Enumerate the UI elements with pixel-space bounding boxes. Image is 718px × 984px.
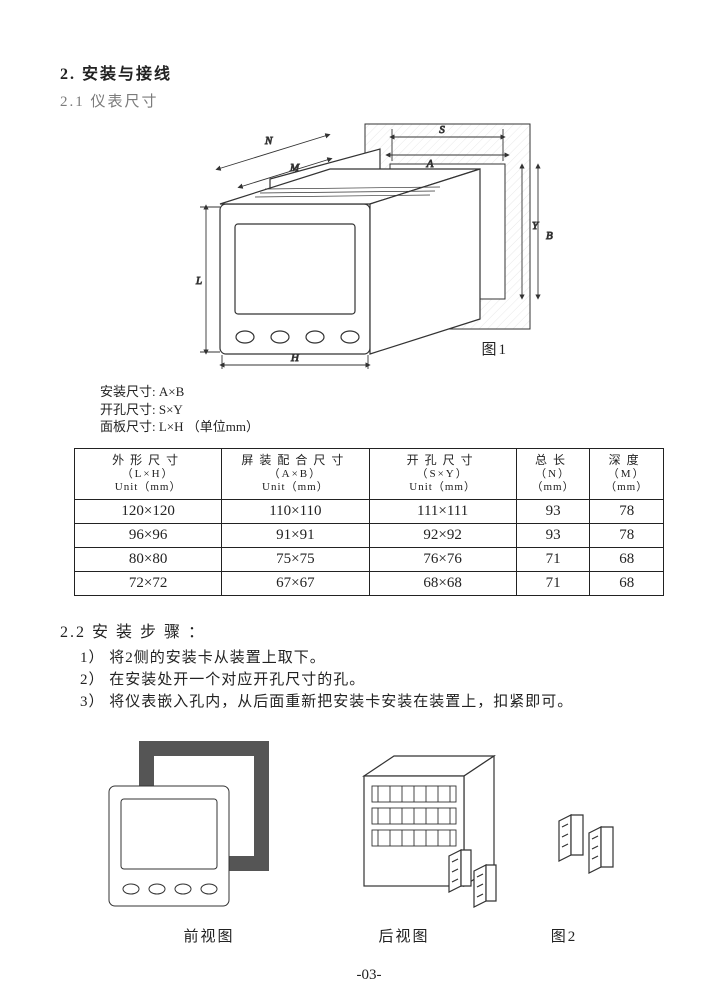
table-row: 96×9691×9192×929378 [75, 524, 664, 548]
figure-1-svg: S A Y B N M L H [130, 109, 560, 369]
note-unit: （单位mm） [187, 419, 259, 434]
fig2-front-label: 前视图 [114, 925, 304, 946]
th-lxh: 外形尺寸 （L×H） Unit（mm） [75, 448, 222, 500]
dimension-notes: 安装尺寸: A×B 开孔尺寸: S×Y 面板尺寸: L×H （单位mm） [100, 383, 678, 436]
fig2-rear-label: 后视图 [304, 925, 504, 946]
section-heading: 2. 安装与接线 [60, 60, 678, 84]
sub1-num: 2.1 [60, 94, 85, 110]
figure-2-labels: 前视图 后视图 图2 [60, 925, 678, 946]
note-install-dim: 安装尺寸: A×B [100, 383, 678, 401]
sub2-num: 2.2 [60, 624, 86, 641]
table-row: 72×7267×6768×687168 [75, 572, 664, 596]
dim-Y: Y [532, 220, 540, 232]
section-title: 安装与接线 [82, 66, 172, 83]
dim-N: N [264, 135, 273, 147]
figure-2: 前视图 后视图 图2 [60, 731, 678, 961]
step-2: 2） 在安装处开一个对应开孔尺寸的孔。 [80, 670, 678, 692]
th-n: 总长 （N） （mm） [516, 448, 590, 500]
step-3: 3） 将仪表嵌入孔内，从后面重新把安装卡安装在装置上，扣紧即可。 [80, 692, 678, 714]
install-steps: 1） 将2侧的安装卡从装置上取下。 2） 在安装处开一个对应开孔尺寸的孔。 3）… [80, 648, 678, 713]
step-1: 1） 将2侧的安装卡从装置上取下。 [80, 648, 678, 670]
subsection-2-1: 2.1 仪表尺寸 [60, 90, 678, 111]
figure-2-svg [89, 731, 649, 921]
dim-H: H [290, 352, 300, 364]
subsection-2-2: 2.2 安 装 步 骤 ： [60, 618, 678, 642]
dim-A: A [426, 158, 434, 170]
table-row: 120×120110×110111×1119378 [75, 500, 664, 524]
dim-S: S [439, 124, 445, 136]
th-m: 深度 （M） （mm） [590, 448, 664, 500]
dim-L: L [195, 275, 202, 287]
dimension-table: 外形尺寸 （L×H） Unit（mm） 屏装配合尺寸 （A×B） Unit（mm… [74, 448, 664, 597]
figure-1: S A Y B N M L H [60, 119, 678, 379]
section-num: 2. [60, 66, 76, 83]
sub2-title: 安 装 步 骤 ： [92, 624, 206, 641]
sub1-title: 仪表尺寸 [91, 94, 159, 110]
dim-B: B [546, 230, 553, 242]
figure-1-label: 图1 [481, 338, 508, 359]
note-cutout-dim: 开孔尺寸: S×Y [100, 401, 678, 419]
th-sxy: 开孔尺寸 （S×Y） Unit（mm） [369, 448, 516, 500]
note-panel-dim: 面板尺寸: L×H [100, 419, 184, 434]
dim-M: M [289, 162, 300, 174]
th-axb: 屏装配合尺寸 （A×B） Unit（mm） [222, 448, 369, 500]
fig2-label: 图2 [504, 925, 624, 946]
table-row: 80×8075×7576×767168 [75, 548, 664, 572]
